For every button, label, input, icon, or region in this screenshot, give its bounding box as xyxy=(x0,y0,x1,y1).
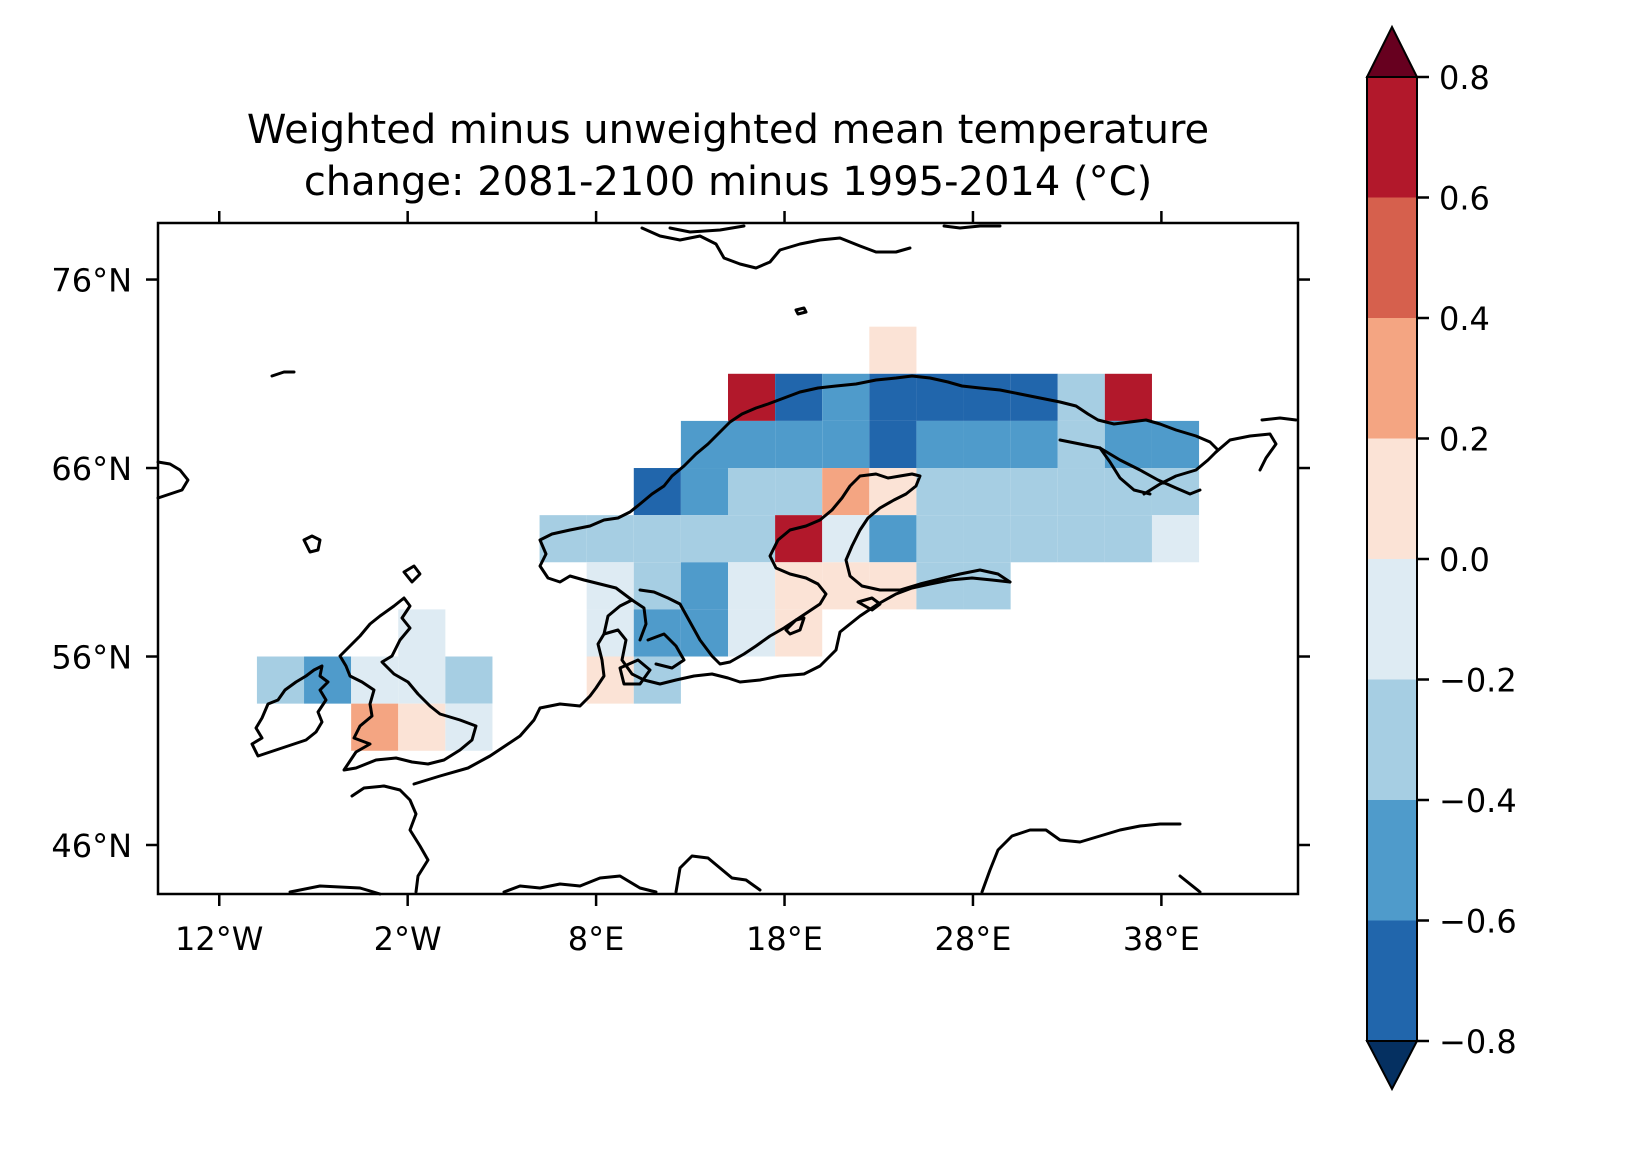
heatmap-cell xyxy=(963,562,1011,610)
coastline-iceland xyxy=(156,460,190,500)
map-title-line-2: change: 2081-2100 minus 1995-2014 (°C) xyxy=(303,159,1153,205)
coastline-gotland xyxy=(784,616,806,636)
heatmap-cell xyxy=(916,468,964,516)
heatmap-cell xyxy=(869,420,917,469)
heatmap-cell xyxy=(775,468,823,516)
x-tick-label: 28°E xyxy=(934,920,1011,958)
coastline-orkney xyxy=(402,564,422,584)
heatmap-cell xyxy=(1010,468,1058,516)
x-tick-label: 12°W xyxy=(175,920,263,958)
coastline-aland xyxy=(856,596,882,612)
heatmap-cell xyxy=(680,562,728,610)
heatmap-cell xyxy=(822,373,870,421)
heatmap-cell xyxy=(633,515,681,563)
heatmap-cell xyxy=(680,515,728,563)
heatmap-cell xyxy=(586,515,634,563)
x-tick-label: 18°E xyxy=(746,920,823,958)
heatmap-cell xyxy=(869,515,917,563)
colorbar-bin xyxy=(1367,77,1417,198)
y-axis: 76°N 66°N 56°N 46°N xyxy=(51,262,1310,865)
y-tick-label: 46°N xyxy=(51,827,132,865)
heatmap-cell xyxy=(963,373,1011,421)
coastline-jan-mayen xyxy=(270,370,296,378)
colorbar-extend-min xyxy=(1365,1040,1419,1092)
x-tick-label: 38°E xyxy=(1123,920,1200,958)
heatmap-cell xyxy=(869,326,917,374)
colorbar-extend-max xyxy=(1365,24,1419,78)
heatmap-cell xyxy=(680,468,728,516)
colorbar-bin xyxy=(1367,197,1417,319)
coastline-bear-island xyxy=(794,306,808,316)
colorbar-bin xyxy=(1367,800,1417,921)
x-tick-label: 8°E xyxy=(568,920,625,958)
colorbar-bin xyxy=(1367,920,1417,1042)
colorbar-tick-label: −0.6 xyxy=(1439,903,1517,941)
coastlines xyxy=(156,224,1298,896)
plot-border xyxy=(156,221,1300,896)
colorbar-tick-label: 0.4 xyxy=(1439,300,1490,338)
heatmap-cell xyxy=(728,420,776,469)
colorbar-tick-label: 0.0 xyxy=(1439,541,1490,579)
heatmap-cell xyxy=(1057,468,1105,516)
heatmap-cell xyxy=(775,420,823,469)
heatmap-cell xyxy=(963,420,1011,469)
coastline-kola xyxy=(1098,416,1298,496)
heatmap-cell xyxy=(822,420,870,469)
heatmap-cell xyxy=(1151,515,1200,563)
heatmap-cell xyxy=(398,703,446,751)
heatmap-cell xyxy=(1057,373,1105,421)
heatmap-cell xyxy=(963,468,1011,516)
colorbar-tick-label: 0.8 xyxy=(1439,59,1490,97)
colorbar-bin xyxy=(1367,679,1417,801)
heatmap-cell xyxy=(728,562,776,610)
map-title-line-1: Weighted minus unweighted mean temperatu… xyxy=(246,107,1210,153)
heatmap-cell xyxy=(963,515,1011,563)
heatmap-cell xyxy=(916,515,964,563)
coastline-great-britain xyxy=(338,596,478,772)
map-frame xyxy=(156,221,1300,896)
heatmap-cell xyxy=(1104,515,1152,563)
heatmap-cell xyxy=(728,468,776,516)
heatmap-cell xyxy=(1057,515,1105,563)
colorbar-tick-label: −0.8 xyxy=(1439,1023,1517,1061)
x-axis: 12°W 2°W 8°E 18°E 28°E 38°E xyxy=(175,211,1200,958)
heatmap-cell xyxy=(633,609,681,657)
heatmap-cell xyxy=(728,515,776,563)
coastline-scandinavia xyxy=(538,374,1220,666)
heatmap-cell xyxy=(869,373,917,421)
heatmap-cell xyxy=(916,420,964,469)
heatmap-cell xyxy=(1104,420,1152,469)
x-tick-label: 2°W xyxy=(374,920,442,958)
heatmap-cell xyxy=(1010,420,1058,469)
coastline-continent xyxy=(288,576,1202,896)
colorbar-bin xyxy=(1367,559,1417,680)
colorbar-tick-label: −0.4 xyxy=(1439,782,1517,820)
colorbar-bin xyxy=(1367,318,1417,439)
map-title: Weighted minus unweighted mean temperatu… xyxy=(158,104,1298,208)
y-tick-label: 66°N xyxy=(51,450,132,488)
coastline-ireland xyxy=(250,664,330,758)
colorbar: 0.8 0.6 0.4 0.2 0.0 −0.2 −0.4 −0.6 −0.8 xyxy=(1365,24,1517,1092)
colorbar-tick-label: −0.2 xyxy=(1439,662,1517,700)
colorbar-tick-label: 0.2 xyxy=(1439,421,1490,459)
colorbar-bin xyxy=(1367,438,1417,560)
y-tick-label: 56°N xyxy=(51,639,132,677)
heatmap-cell xyxy=(1151,420,1200,469)
heatmap-cell xyxy=(822,515,870,563)
coastline-svalbard xyxy=(640,224,1002,270)
heatmap-cell xyxy=(1010,515,1058,563)
heatmap-cell xyxy=(445,656,493,704)
heatmap-cell xyxy=(728,373,776,421)
heatmap-cell xyxy=(1104,373,1152,421)
heatmap-cells xyxy=(256,326,1200,751)
y-tick-label: 76°N xyxy=(51,262,132,300)
coastline-faroe xyxy=(302,534,322,554)
colorbar-tick-label: 0.6 xyxy=(1439,180,1490,218)
